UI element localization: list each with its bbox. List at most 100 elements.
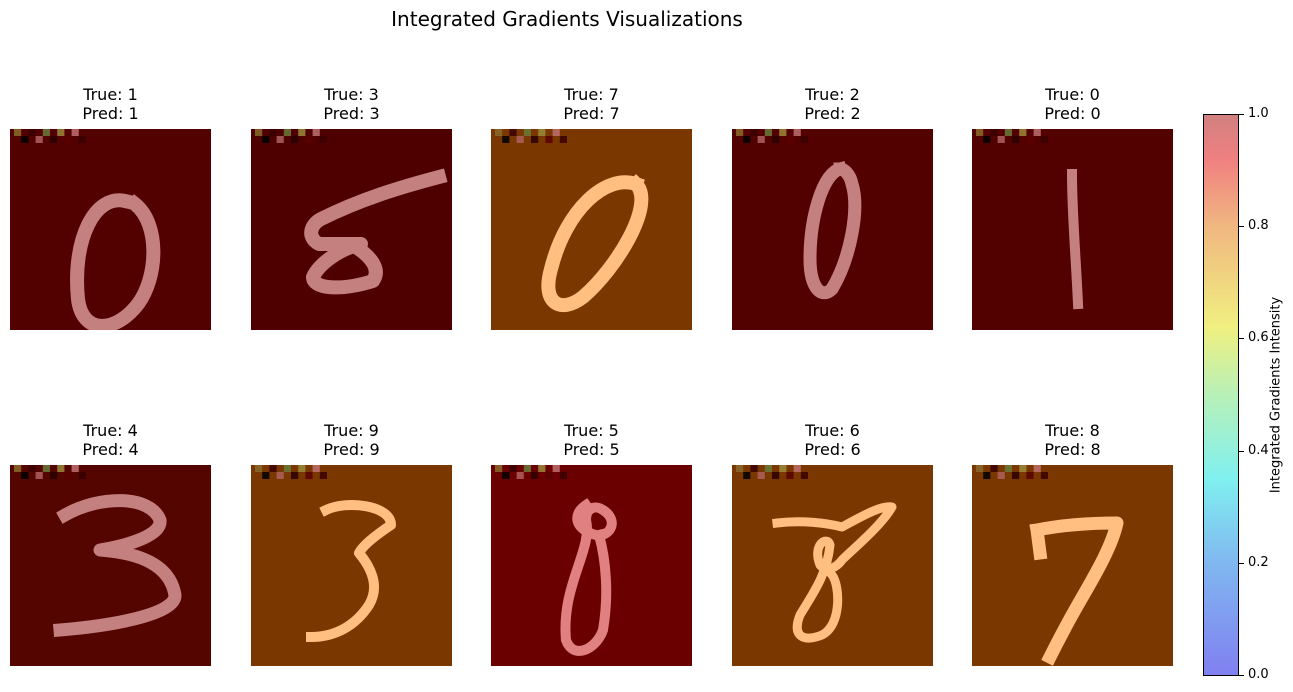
edge-artifact-pixel xyxy=(772,136,780,143)
heatmap-background xyxy=(732,129,933,330)
edge-artifact-pixel xyxy=(509,129,517,136)
panel-title: True: 6 Pred: 6 xyxy=(732,421,933,459)
digit-heatmap xyxy=(491,129,692,330)
edge-artifact-pixel xyxy=(57,129,65,136)
colorbar-tick xyxy=(1239,338,1244,340)
digit-stroke xyxy=(305,500,396,643)
true-label: True: 1 xyxy=(83,85,138,104)
edge-artifact-pixel xyxy=(64,136,72,143)
edge-artifact-pixel xyxy=(319,136,327,143)
pred-label: Pred: 0 xyxy=(1044,104,1101,123)
pred-label: Pred: 6 xyxy=(804,440,861,459)
edge-artifact-pixel xyxy=(976,129,984,136)
edge-artifact-pixel xyxy=(736,465,744,472)
edge-artifact-pixel xyxy=(523,465,531,472)
edge-artifact-pixel xyxy=(786,136,794,143)
edge-artifact-pixel xyxy=(983,472,991,479)
true-label: True: 2 xyxy=(805,85,860,104)
true-label: True: 0 xyxy=(1045,85,1100,104)
digit-heatmap xyxy=(251,465,452,666)
colorbar xyxy=(1203,114,1239,676)
edge-artifact-pixel xyxy=(298,465,306,472)
edge-artifact-pixel xyxy=(1040,136,1048,143)
edge-artifact-pixel xyxy=(305,472,313,479)
edge-artifact-pixel xyxy=(21,136,29,143)
edge-artifact-pixel xyxy=(50,472,58,479)
digit-stroke xyxy=(70,193,161,330)
true-label: True: 8 xyxy=(1045,421,1100,440)
digit-stroke xyxy=(560,498,617,656)
edge-artifact-pixel xyxy=(983,136,991,143)
digit-heatmap xyxy=(251,129,452,330)
digit-stroke xyxy=(1029,516,1124,666)
edge-artifact-pixel xyxy=(502,472,510,479)
edge-artifact-pixel xyxy=(291,472,299,479)
edge-artifact-pixel xyxy=(976,465,984,472)
edge-artifact-pixel xyxy=(750,465,758,472)
panel-title: True: 1 Pred: 1 xyxy=(10,85,211,123)
edge-artifact-pixel xyxy=(997,136,1005,143)
edge-artifact-pixel xyxy=(779,465,787,472)
edge-artifact-pixel xyxy=(1019,465,1027,472)
heatmap-background xyxy=(10,129,211,330)
edge-artifact-pixel xyxy=(312,465,320,472)
pred-label: Pred: 3 xyxy=(323,104,380,123)
edge-artifact-pixel xyxy=(997,472,1005,479)
panel-title: True: 9 Pred: 9 xyxy=(251,421,452,459)
edge-artifact-pixel xyxy=(298,129,306,136)
digit-heatmap xyxy=(10,129,211,330)
edge-artifact-pixel xyxy=(495,129,503,136)
edge-artifact-pixel xyxy=(764,129,772,136)
edge-artifact-pixel xyxy=(772,472,780,479)
pred-label: Pred: 5 xyxy=(563,440,620,459)
panel-title: True: 7 Pred: 7 xyxy=(491,85,692,123)
edge-artifact-pixel xyxy=(262,472,270,479)
pred-label: Pred: 9 xyxy=(323,440,380,459)
attribution-image xyxy=(491,129,692,330)
edge-artifact-pixel xyxy=(1012,136,1020,143)
colorbar-tick xyxy=(1239,226,1244,228)
digit-stroke xyxy=(1066,168,1084,310)
digit-stroke xyxy=(304,168,448,295)
colorbar-tick-label: 1.0 xyxy=(1248,106,1269,121)
edge-artifact-pixel xyxy=(283,465,291,472)
heatmap-background xyxy=(491,465,692,666)
edge-artifact-pixel xyxy=(42,129,50,136)
edge-artifact-pixel xyxy=(276,136,284,143)
edge-artifact-pixel xyxy=(523,129,531,136)
attribution-image xyxy=(732,465,933,666)
true-label: True: 9 xyxy=(324,421,379,440)
true-label: True: 4 xyxy=(83,421,138,440)
edge-artifact-pixel xyxy=(743,472,751,479)
edge-artifact-pixel xyxy=(1004,465,1012,472)
colorbar-tick xyxy=(1239,450,1244,452)
colorbar-tick xyxy=(1239,562,1244,564)
edge-artifact-pixel xyxy=(545,472,553,479)
edge-artifact-pixel xyxy=(28,129,36,136)
edge-artifact-pixel xyxy=(35,472,43,479)
edge-artifact-pixel xyxy=(276,472,284,479)
edge-artifact-pixel xyxy=(14,465,22,472)
digit-heatmap xyxy=(10,465,211,666)
edge-artifact-pixel xyxy=(559,136,567,143)
attribution-image xyxy=(10,465,211,666)
attribution-image xyxy=(251,129,452,330)
true-label: True: 5 xyxy=(564,421,619,440)
digit-stroke xyxy=(52,494,182,638)
digit-stroke xyxy=(803,160,862,300)
pred-label: Pred: 4 xyxy=(82,440,139,459)
edge-artifact-pixel xyxy=(28,465,36,472)
edge-artifact-pixel xyxy=(750,129,758,136)
edge-artifact-pixel xyxy=(64,472,72,479)
figure-title: Integrated Gradients Visualizations xyxy=(391,7,743,31)
edge-artifact-pixel xyxy=(757,136,765,143)
edge-artifact-pixel xyxy=(736,129,744,136)
edge-artifact-pixel xyxy=(78,472,86,479)
edge-artifact-pixel xyxy=(305,136,313,143)
edge-artifact-pixel xyxy=(516,472,524,479)
edge-artifact-pixel xyxy=(1033,465,1041,472)
pred-label: Pred: 8 xyxy=(1044,440,1101,459)
heatmap-background xyxy=(251,465,452,666)
edge-artifact-pixel xyxy=(1004,129,1012,136)
true-label: True: 3 xyxy=(324,85,379,104)
